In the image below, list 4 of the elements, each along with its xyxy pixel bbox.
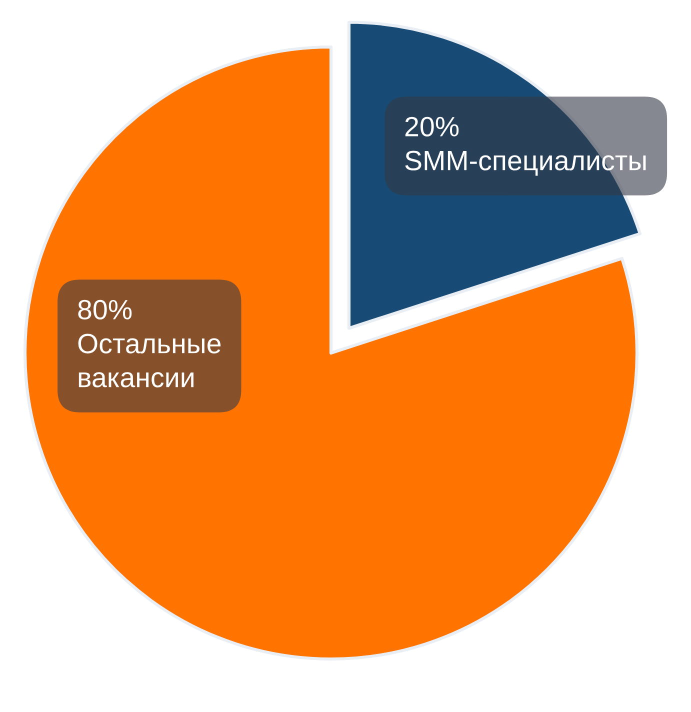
data-label: 20% (405, 116, 459, 136)
data-label: 80% (78, 300, 132, 320)
slice-label: Остальные вакансии (78, 334, 221, 388)
slice-label: SMM-специалисты (405, 150, 646, 176)
